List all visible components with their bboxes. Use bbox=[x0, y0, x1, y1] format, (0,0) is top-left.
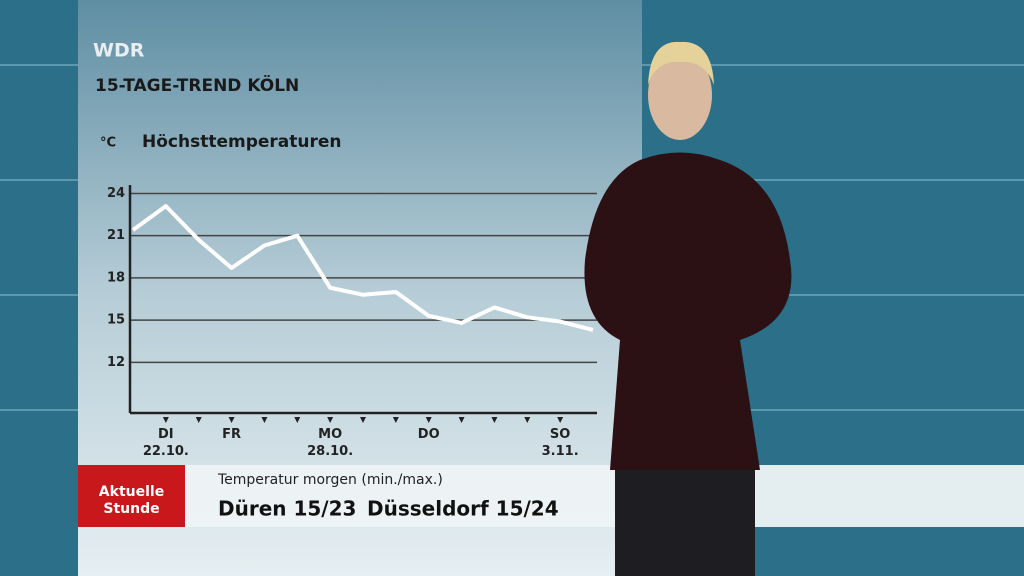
y-tick-label: 21 bbox=[107, 228, 125, 243]
x-tick bbox=[327, 417, 334, 423]
y-label: °C bbox=[100, 136, 116, 151]
x-tick-label: SO 3.11. bbox=[541, 427, 579, 459]
ticker-item: Düsseldorf 15/24 bbox=[367, 497, 559, 521]
y-tick-label: 24 bbox=[107, 186, 125, 201]
ticker-band bbox=[78, 465, 1024, 527]
x-tick bbox=[425, 417, 432, 423]
x-tick-label: MO 28.10. bbox=[307, 427, 354, 459]
x-tick bbox=[392, 417, 399, 423]
channel: WDR bbox=[93, 40, 145, 62]
y-tick-label: 18 bbox=[107, 270, 125, 285]
x-tick-label: FR bbox=[222, 427, 242, 442]
chart-title: Höchsttemperaturen bbox=[142, 132, 342, 152]
x-tick bbox=[228, 417, 235, 423]
x-tick bbox=[162, 417, 169, 423]
x-tick bbox=[491, 417, 498, 423]
y-tick-label: 12 bbox=[107, 355, 125, 370]
x-tick bbox=[261, 417, 268, 423]
x-tick bbox=[524, 417, 531, 423]
x-tick-label: DI 22.10. bbox=[142, 427, 189, 459]
logo-box bbox=[78, 465, 185, 527]
x-tick-label: DO bbox=[417, 427, 440, 442]
logo: Aktuelle Stunde bbox=[98, 484, 165, 517]
page-title: 15-TAGE-TREND KÖLN bbox=[95, 74, 299, 96]
line bbox=[131, 204, 594, 332]
ticker-item: Düren 15/23 bbox=[218, 497, 356, 521]
x-tick bbox=[458, 417, 465, 423]
ticker-heading: Temperatur morgen (min./max.) bbox=[217, 472, 443, 488]
x-tick bbox=[294, 417, 301, 423]
y-tick-label: 15 bbox=[107, 313, 125, 328]
x-tick bbox=[557, 417, 564, 423]
presenter bbox=[584, 41, 792, 576]
x-tick bbox=[360, 417, 366, 423]
x-tick bbox=[195, 417, 202, 423]
